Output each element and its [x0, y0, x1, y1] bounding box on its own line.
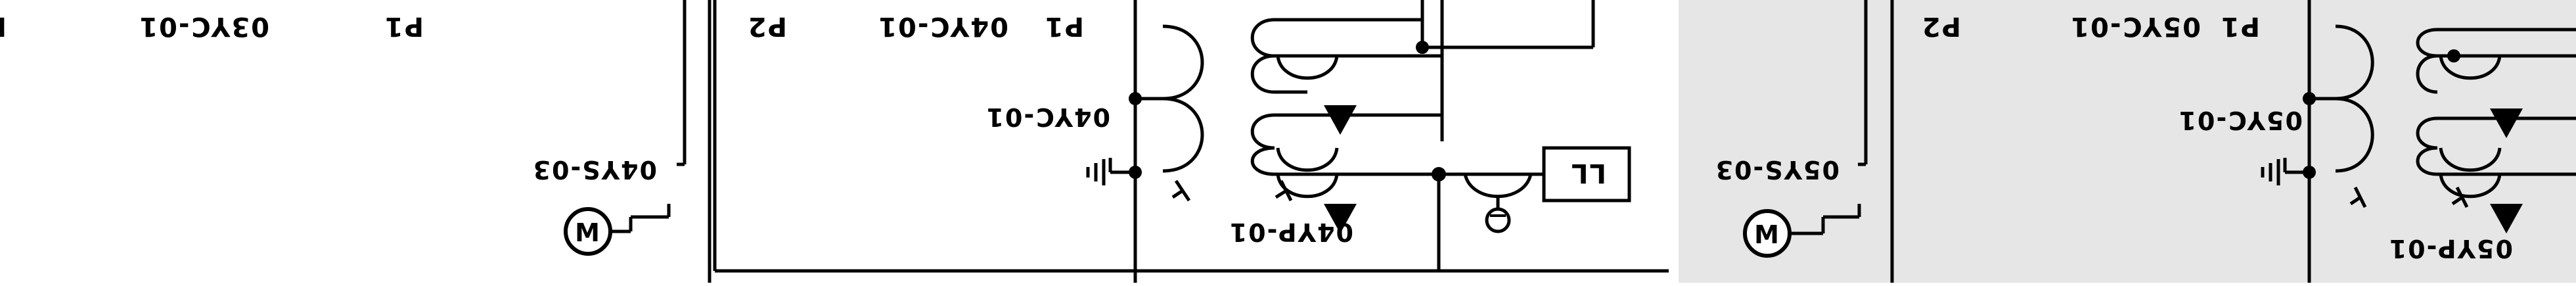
- triangle-marker-2: [1324, 204, 1357, 233]
- panel-middle-label-p1: P1: [1044, 11, 1084, 41]
- transformer-primary: [1135, 24, 1204, 173]
- junction-primary: [1129, 92, 1142, 105]
- switch-arrow-icons: [1171, 179, 1293, 202]
- panel-middle: P2 04YC-01 P1: [532, 0, 1669, 283]
- transformer-secondary: [1250, 18, 1531, 199]
- switch-label-right: 05YS-03: [1715, 155, 1840, 184]
- ll-box-label: LL: [1570, 158, 1606, 188]
- lamp-arc: [1463, 174, 1533, 199]
- panel-right-background: [1679, 0, 2576, 283]
- panel-right-label-code: 05YC-01: [2069, 11, 2201, 41]
- transformer-label-right: 05YC-01: [2178, 106, 2303, 135]
- panel-middle-label-p2: P2: [747, 11, 787, 41]
- panel-left-label-code: 03YC-01: [138, 11, 269, 41]
- ground-icon: [1086, 158, 1135, 185]
- switch-arrow-icons-right: [2349, 186, 2469, 208]
- bottom-label-middle: 04YP-01: [1229, 218, 1353, 247]
- switch-label-middle: 04YS-03: [532, 155, 657, 184]
- junction-secondary-right: [2447, 49, 2460, 62]
- ground-icon-right: [2261, 158, 2309, 185]
- motor-symbol-middle: M: [575, 218, 601, 247]
- panel-left-label-p2: P2: [0, 11, 7, 41]
- motor-symbol-right: M: [1754, 220, 1780, 249]
- triangle-marker-right-2: [2490, 204, 2523, 233]
- junction-top: [1416, 41, 1429, 54]
- panel-left-label-p1: P1: [384, 11, 424, 41]
- panel-right-label-p2: P2: [1921, 11, 1961, 41]
- transformer-label-middle: 04YC-01: [985, 103, 1110, 131]
- junction-ground-right: [2303, 166, 2316, 179]
- panel-middle-label-code: 04YC-01: [877, 11, 1008, 41]
- triangle-marker-right-1: [2490, 108, 2523, 138]
- junction-primary-right: [2303, 92, 2316, 105]
- panel-left: P2 03YC-01 P1: [0, 11, 424, 41]
- bottom-label-right: 05YP-01: [2388, 234, 2513, 263]
- junction-ground: [1129, 166, 1142, 179]
- panel-right: P2 05YC-01 P1 05YC-01: [1715, 0, 2576, 283]
- triangle-marker-1: [1324, 105, 1357, 135]
- panel-right-label-p1: P1: [2220, 11, 2260, 41]
- lamp-icon: [1485, 207, 1511, 233]
